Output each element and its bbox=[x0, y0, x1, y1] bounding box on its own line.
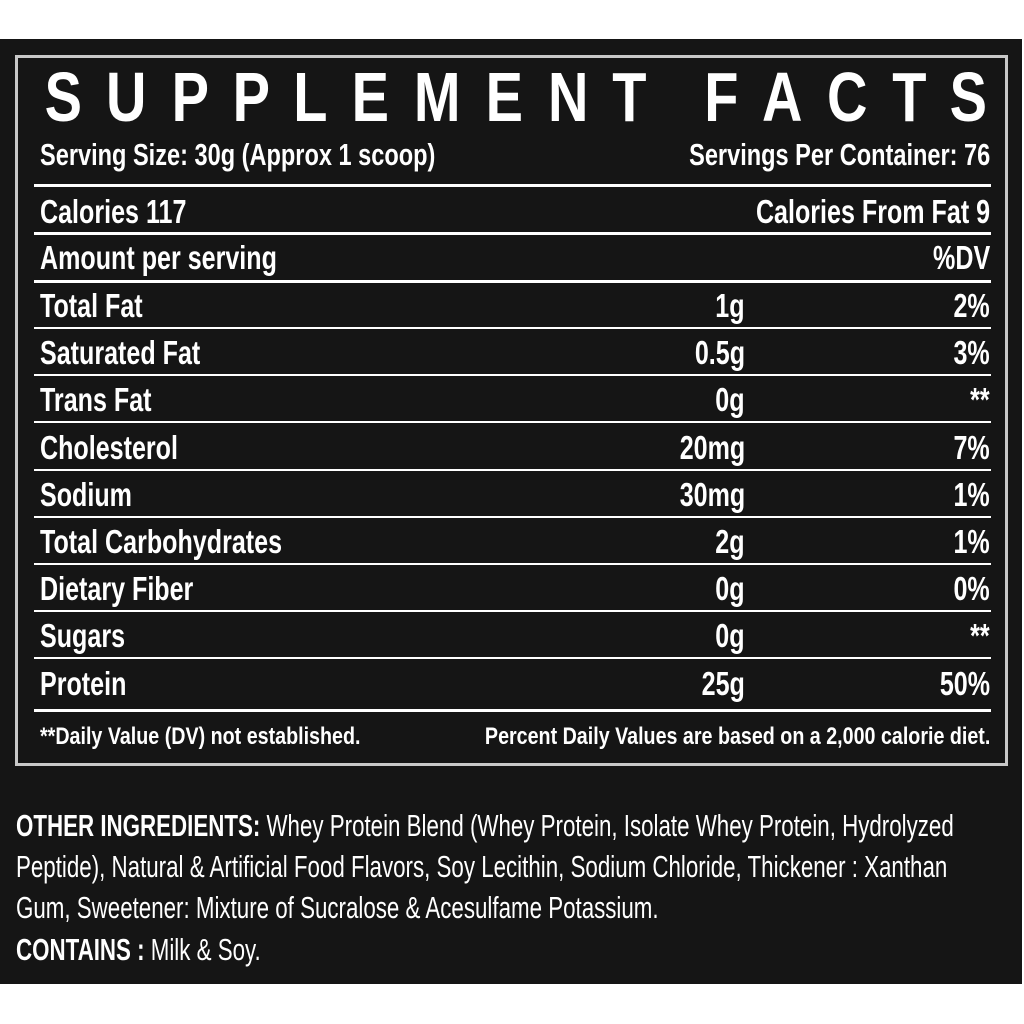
ingredients-line-1: Whey Protein Blend (Whey Protein, Isolat… bbox=[260, 808, 954, 843]
servings-per-container: Servings Per Container: 76 bbox=[688, 137, 990, 172]
nutrient-amount: 0g bbox=[715, 570, 745, 608]
nutrient-row: Cholesterol 20mg 7% bbox=[40, 428, 990, 468]
nutrient-amount: 30mg bbox=[679, 475, 745, 513]
title-letter: F bbox=[703, 58, 739, 136]
supplement-facts-panel bbox=[0, 39, 1022, 984]
nutrient-dv: ** bbox=[970, 381, 990, 419]
nutrient-row: Protein 25g 50% bbox=[40, 664, 990, 704]
nutrient-row: Sugars 0g ** bbox=[40, 616, 990, 656]
nutrient-row: Dietary Fiber 0g 0% bbox=[40, 569, 990, 609]
divider bbox=[34, 515, 991, 518]
nutrient-amount: 0g bbox=[715, 617, 745, 655]
nutrient-amount: 0g bbox=[715, 381, 745, 419]
title-letter: S bbox=[44, 58, 83, 136]
title-letter bbox=[667, 62, 683, 132]
footnote-dv-not-established: **Daily Value (DV) not established. bbox=[40, 723, 361, 750]
nutrient-row: Saturated Fat 0.5g 3% bbox=[40, 333, 990, 373]
nutrient-dv: 7% bbox=[953, 428, 990, 466]
divider bbox=[34, 468, 991, 471]
footnote-daily-values: Percent Daily Values are based on a 2,00… bbox=[484, 723, 990, 750]
nutrient-row: Total Fat 1g 2% bbox=[40, 286, 990, 326]
ingredients-line-3: Gum, Sweetener: Mixture of Sucralose & A… bbox=[16, 890, 659, 925]
nutrient-dv: 0% bbox=[953, 570, 990, 608]
title-letter: A bbox=[762, 58, 803, 136]
facts-border bbox=[15, 55, 1008, 766]
other-ingredients-label: OTHER INGREDIENTS: bbox=[16, 808, 261, 843]
title-letter: M bbox=[414, 58, 461, 136]
nutrient-amount: 2g bbox=[715, 523, 745, 560]
divider bbox=[34, 610, 991, 613]
serving-row: Serving Size: 30g (Approx 1 scoop) Servi… bbox=[40, 135, 990, 175]
amount-per-serving: Amount per serving bbox=[40, 239, 277, 276]
nutrient-name: Total Carbohydrates bbox=[40, 523, 283, 560]
divider bbox=[34, 709, 991, 712]
divider bbox=[34, 374, 991, 377]
title-letter: T bbox=[612, 58, 647, 136]
other-ingredients-line3: Gum, Sweetener: Mixture of Sucralose & A… bbox=[16, 887, 1016, 928]
divider bbox=[34, 421, 991, 424]
nutrient-name: Sodium bbox=[40, 475, 132, 513]
divider bbox=[34, 327, 991, 329]
nutrient-row: Sodium 30mg 1% bbox=[40, 475, 990, 515]
calories: Calories 117 bbox=[40, 193, 187, 230]
divider bbox=[34, 232, 991, 235]
title-letter: P bbox=[232, 58, 271, 136]
nutrient-name: Total Fat bbox=[40, 287, 143, 324]
nutrient-name: Dietary Fiber bbox=[40, 570, 194, 608]
nutrient-dv: 50% bbox=[939, 664, 990, 702]
other-ingredients: OTHER INGREDIENTS: Whey Protein Blend (W… bbox=[16, 805, 1016, 846]
title-letter: L bbox=[293, 58, 328, 136]
dv-header: %DV bbox=[932, 239, 990, 276]
nutrient-amount: 0.5g bbox=[694, 334, 745, 372]
nutrient-name: Sugars bbox=[40, 617, 126, 655]
divider bbox=[34, 184, 991, 187]
nutrient-dv: 1% bbox=[953, 475, 990, 513]
ingredients-line-2: Peptide), Natural & Artificial Food Flav… bbox=[16, 849, 948, 884]
nutrient-row: Trans Fat 0g ** bbox=[40, 380, 990, 420]
nutrient-dv: 3% bbox=[953, 334, 990, 372]
title-letter: U bbox=[106, 58, 147, 136]
serving-size: Serving Size: 30g (Approx 1 scoop) bbox=[40, 137, 436, 172]
footnote-row: **Daily Value (DV) not established. Perc… bbox=[40, 722, 990, 762]
divider bbox=[34, 280, 991, 283]
title-letter: N bbox=[547, 58, 589, 136]
nutrient-amount: 1g bbox=[715, 287, 745, 324]
nutrient-name: Trans Fat bbox=[40, 381, 152, 419]
title-letter: E bbox=[486, 58, 524, 136]
title-letter: S bbox=[949, 58, 988, 136]
divider bbox=[34, 657, 991, 660]
nutrient-amount: 20mg bbox=[679, 428, 745, 466]
title-letter: C bbox=[827, 58, 868, 136]
nutrient-row: Total Carbohydrates 2g 1% bbox=[40, 522, 990, 562]
other-ingredients-line2: Peptide), Natural & Artificial Food Flav… bbox=[16, 846, 1016, 887]
title-letter: P bbox=[171, 58, 209, 136]
title-letter: T bbox=[891, 58, 927, 136]
nutrient-name: Protein bbox=[40, 664, 127, 702]
contains-value: Milk & Soy. bbox=[144, 932, 261, 967]
amount-header-row: Amount per serving %DV bbox=[40, 238, 990, 278]
calories-from-fat: Calories From Fat 9 bbox=[755, 193, 990, 230]
title-letter: E bbox=[351, 58, 389, 136]
divider bbox=[34, 563, 991, 565]
nutrient-name: Saturated Fat bbox=[40, 334, 201, 372]
contains: CONTAINS : Milk & Soy. bbox=[16, 929, 1016, 970]
contains-label: CONTAINS : bbox=[16, 932, 145, 967]
nutrient-dv: 1% bbox=[953, 523, 990, 560]
nutrient-dv: ** bbox=[970, 617, 990, 655]
nutrient-amount: 25g bbox=[701, 664, 745, 702]
nutrient-dv: 2% bbox=[953, 287, 990, 324]
nutrient-name: Cholesterol bbox=[40, 428, 178, 466]
calories-row: Calories 117 Calories From Fat 9 bbox=[40, 192, 990, 232]
